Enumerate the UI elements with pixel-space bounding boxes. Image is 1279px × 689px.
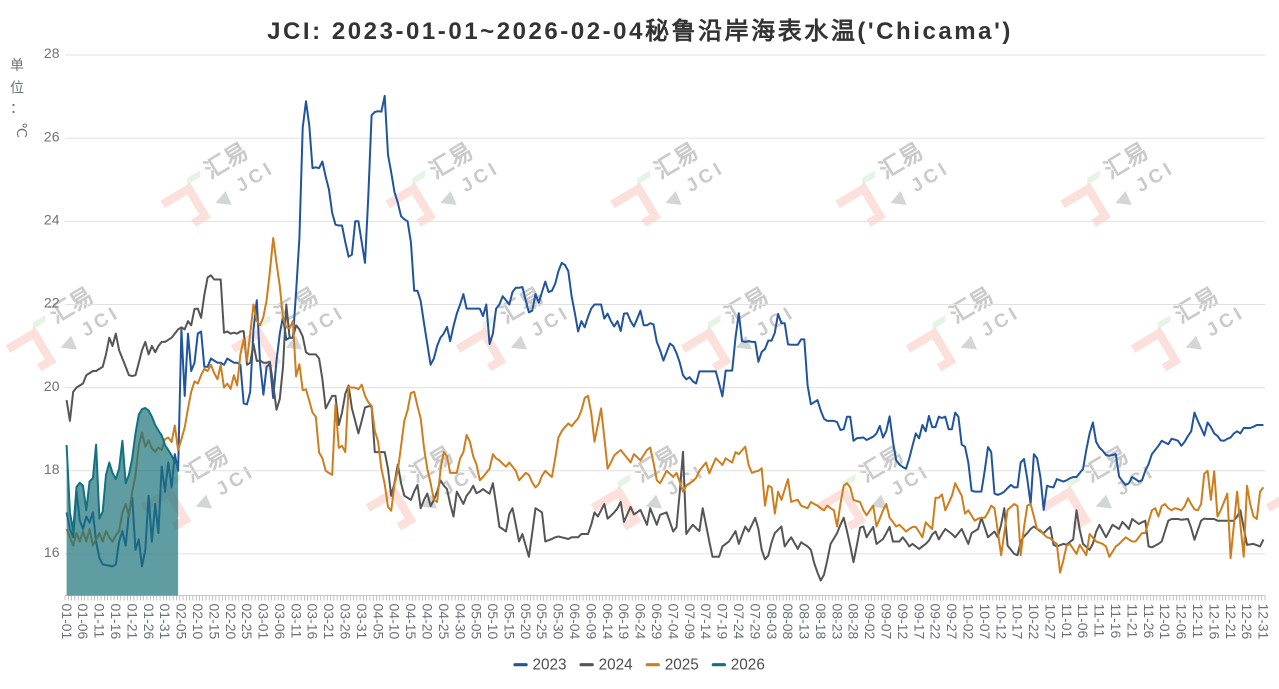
svg-text:06-04: 06-04: [567, 604, 583, 640]
svg-text:04-10: 04-10: [387, 604, 403, 640]
svg-text:08-18: 08-18: [813, 604, 829, 640]
svg-text:05-10: 05-10: [485, 604, 501, 640]
svg-text:02-10: 02-10: [190, 604, 206, 640]
svg-text:01-16: 01-16: [108, 604, 124, 640]
svg-text:05-30: 05-30: [551, 604, 567, 640]
svg-text:07-04: 07-04: [665, 604, 681, 640]
svg-text:08-13: 08-13: [797, 604, 813, 640]
svg-text:10-07: 10-07: [977, 604, 993, 640]
svg-text:位: 位: [10, 80, 24, 96]
svg-text:08-28: 08-28: [846, 604, 862, 640]
svg-text:09-27: 09-27: [944, 604, 960, 640]
svg-text:04-05: 04-05: [370, 604, 386, 640]
svg-text:04-20: 04-20: [420, 604, 436, 640]
svg-text:07-19: 07-19: [715, 604, 731, 640]
svg-text:01-26: 01-26: [141, 604, 157, 640]
svg-text:单: 单: [10, 57, 24, 73]
svg-text:11-26: 11-26: [1141, 604, 1157, 639]
svg-text:07-14: 07-14: [698, 604, 714, 640]
svg-text:10-22: 10-22: [1026, 604, 1042, 640]
svg-text:2025: 2025: [665, 656, 699, 673]
svg-text:01-01: 01-01: [59, 604, 75, 640]
svg-text:26: 26: [44, 128, 60, 144]
svg-text:08-08: 08-08: [780, 604, 796, 640]
svg-text:11-06: 11-06: [1075, 604, 1091, 639]
svg-text:05-20: 05-20: [518, 604, 534, 640]
svg-text:06-19: 06-19: [616, 604, 632, 640]
svg-text:02-05: 02-05: [174, 604, 190, 640]
svg-text:10-12: 10-12: [993, 604, 1009, 640]
svg-text:℃: ℃: [14, 122, 30, 138]
svg-text:12-21: 12-21: [1223, 604, 1239, 640]
svg-text:06-29: 06-29: [649, 604, 665, 640]
svg-text:18: 18: [44, 461, 60, 477]
svg-text:10-02: 10-02: [961, 604, 977, 640]
svg-text:28: 28: [44, 45, 60, 61]
svg-text:11-11: 11-11: [1092, 604, 1108, 638]
svg-text:11-21: 11-21: [1124, 604, 1140, 639]
svg-text:20: 20: [44, 378, 60, 394]
svg-text:01-11: 01-11: [92, 604, 108, 639]
svg-text:08-03: 08-03: [764, 604, 780, 640]
svg-text:03-21: 03-21: [321, 604, 337, 640]
svg-text:12-01: 12-01: [1157, 604, 1173, 640]
svg-text:09-02: 09-02: [862, 604, 878, 640]
svg-text:12-16: 12-16: [1206, 604, 1222, 640]
svg-text:07-24: 07-24: [731, 604, 747, 640]
svg-text:2026: 2026: [731, 656, 765, 673]
svg-text:01-06: 01-06: [75, 604, 91, 640]
svg-text:12-26: 12-26: [1239, 604, 1255, 640]
svg-text:04-30: 04-30: [452, 604, 468, 640]
svg-text:05-15: 05-15: [502, 604, 518, 640]
svg-text:04-15: 04-15: [403, 604, 419, 640]
svg-text:06-24: 06-24: [633, 604, 649, 640]
svg-text:03-31: 03-31: [354, 604, 370, 640]
svg-text:07-29: 07-29: [747, 604, 763, 640]
svg-text:05-05: 05-05: [469, 604, 485, 640]
svg-text:03-01: 03-01: [256, 604, 272, 640]
svg-text:02-20: 02-20: [223, 604, 239, 640]
svg-text:02-25: 02-25: [239, 604, 255, 640]
svg-text:09-22: 09-22: [928, 604, 944, 640]
svg-text:03-16: 03-16: [305, 604, 321, 640]
svg-text:10-17: 10-17: [1010, 604, 1026, 640]
svg-text:09-12: 09-12: [895, 604, 911, 640]
svg-text:01-21: 01-21: [124, 604, 140, 640]
svg-text:12-31: 12-31: [1256, 604, 1272, 640]
svg-text:07-09: 07-09: [682, 604, 698, 640]
svg-text:11-01: 11-01: [1059, 604, 1075, 639]
svg-text:2023: 2023: [533, 656, 567, 673]
svg-text:09-07: 09-07: [879, 604, 895, 640]
svg-text:06-14: 06-14: [600, 604, 616, 640]
svg-text:04-25: 04-25: [436, 604, 452, 640]
svg-text:12-11: 12-11: [1190, 604, 1206, 639]
svg-text:01-31: 01-31: [157, 604, 173, 640]
svg-text:11-16: 11-16: [1108, 604, 1124, 639]
svg-text:09-17: 09-17: [911, 604, 927, 640]
svg-text:03-26: 03-26: [338, 604, 354, 640]
svg-text:03-06: 03-06: [272, 604, 288, 640]
svg-text:：: ：: [10, 100, 24, 116]
svg-text:08-23: 08-23: [829, 604, 845, 640]
svg-text:05-25: 05-25: [534, 604, 550, 640]
svg-text:02-15: 02-15: [206, 604, 222, 640]
svg-text:12-06: 12-06: [1174, 604, 1190, 640]
svg-text:10-27: 10-27: [1042, 604, 1058, 640]
svg-text:2024: 2024: [599, 656, 634, 673]
svg-text:JCI: 2023-01-01~2026-02-04秘鲁沿岸: JCI: 2023-01-01~2026-02-04秘鲁沿岸海表水温('Chic…: [267, 17, 1013, 45]
svg-text:06-09: 06-09: [583, 604, 599, 640]
svg-text:24: 24: [44, 212, 60, 228]
svg-text:03-11: 03-11: [288, 604, 304, 639]
svg-text:22: 22: [44, 295, 60, 311]
svg-text:16: 16: [44, 544, 60, 560]
